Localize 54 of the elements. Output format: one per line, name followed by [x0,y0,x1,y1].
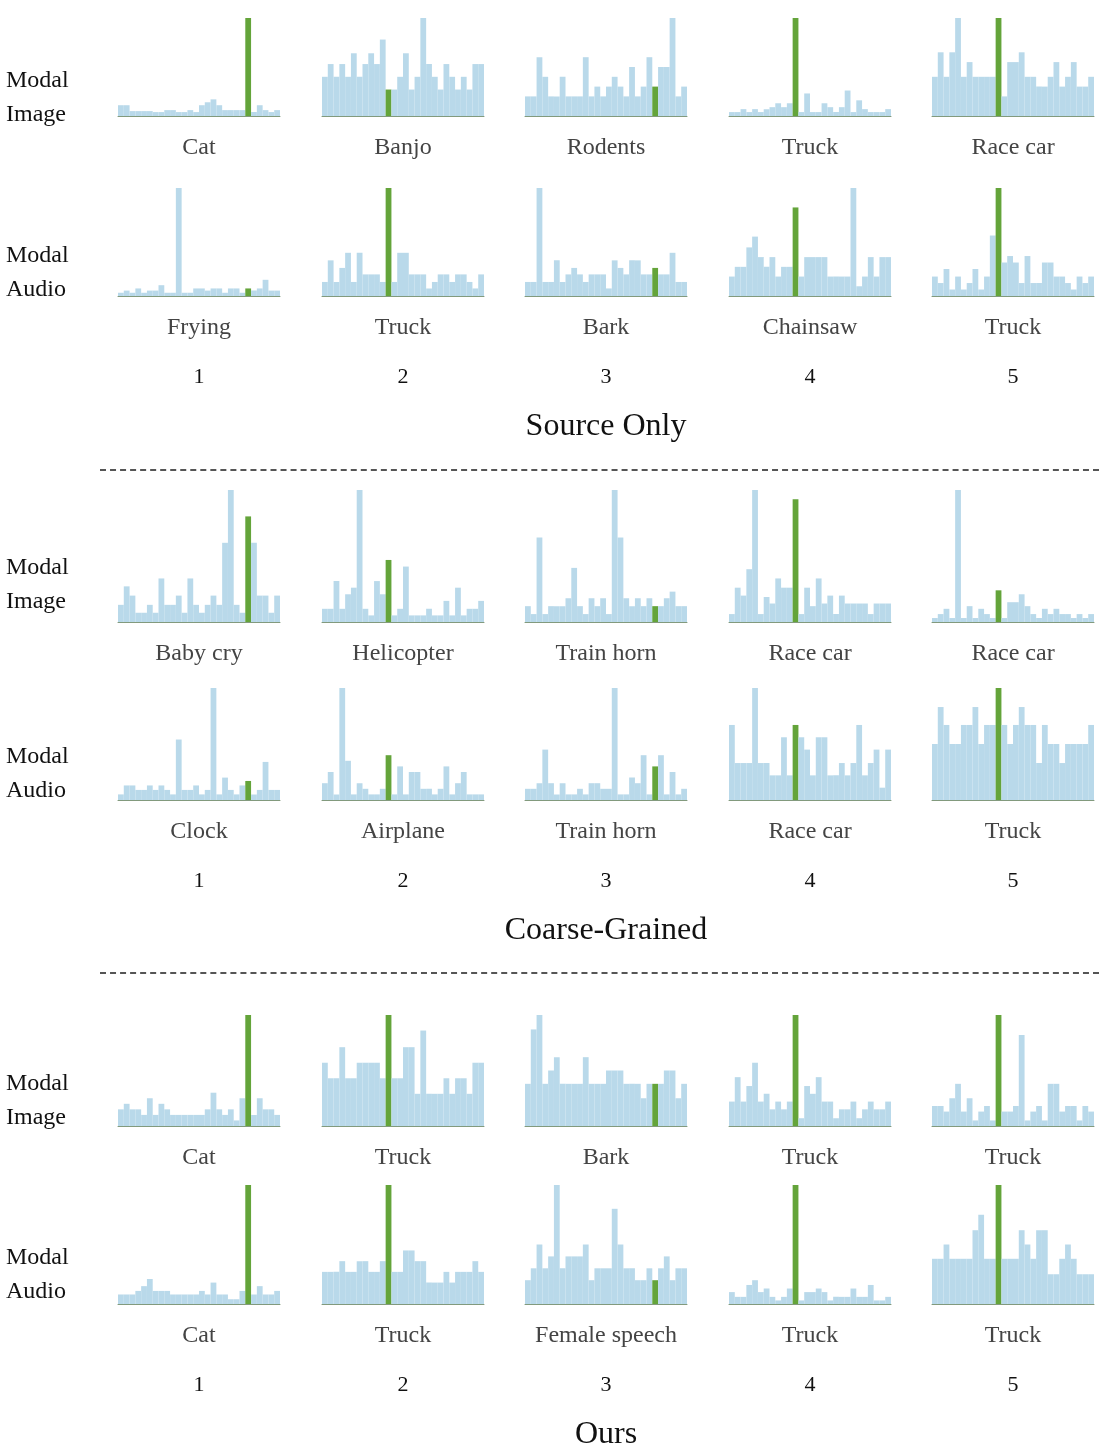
x-axis-title: Helicopter [351,639,454,665]
y-axis-title: Modal Audio [6,1242,75,1303]
x-axis-title: Train horn [555,817,657,843]
text: 3 [600,1370,612,1396]
x-axis-title: Female speech [535,1321,678,1347]
y-axis-title: Modal Image [6,66,75,127]
x-axis-title: Cat [182,1321,216,1347]
x-axis-title: Truck [985,1143,1042,1169]
text: 3 [600,362,612,388]
text: 1 [193,1370,205,1396]
text: 1 [193,362,205,388]
text: 4 [804,866,816,892]
x-axis-title: Cat [182,133,216,159]
x-axis-title: Truck [781,1321,839,1347]
y-axis-title: Modal Image [6,1068,75,1129]
x-axis-title: Truck [374,313,431,339]
x-axis-title: Bark [582,1143,630,1169]
text: 2 [397,362,409,388]
x-axis-title: Truck [985,1321,1042,1347]
x-axis-title: Cat [182,1143,216,1169]
text: 5 [1007,866,1019,892]
text: 4 [804,1370,816,1396]
text: 5 [1007,362,1019,388]
text: 2 [397,866,409,892]
y-axis-title: Modal Audio [6,240,75,301]
x-axis-title: Truck [781,133,839,159]
x-axis-title: Truck [781,1143,839,1169]
x-axis-title: Train horn [555,639,657,665]
x-axis-title: Baby cry [155,639,243,665]
x-axis-title: Race car [971,133,1056,159]
x-axis-title: Frying [166,313,232,339]
x-axis-title: Chainsaw [762,313,858,339]
source-note: Source Only [525,406,687,442]
x-axis-title: Clock [170,817,228,843]
text: 2 [397,1370,409,1396]
x-axis-title: Race car [971,639,1056,665]
x-axis-title: Truck [374,1321,431,1347]
x-axis-title: Race car [768,639,852,665]
y-axis-title: Modal Audio [6,742,75,803]
text: 4 [804,362,816,388]
text: Ours [575,1414,638,1450]
x-axis-title: Bark [582,313,630,339]
x-axis-title: Truck [985,313,1042,339]
x-axis-title: Truck [985,817,1042,843]
x-axis-title: Airplane [360,817,445,843]
x-axis-title: Banjo [373,133,432,159]
x-axis-title: Rodents [566,133,646,159]
text: 3 [600,866,612,892]
text: 1 [193,866,205,892]
text: Coarse-Grained [504,910,708,946]
y-axis-title: Modal Image [6,553,75,614]
x-axis-title: Race car [768,817,852,843]
text: 5 [1007,1370,1019,1396]
x-axis-title: Truck [374,1143,431,1169]
